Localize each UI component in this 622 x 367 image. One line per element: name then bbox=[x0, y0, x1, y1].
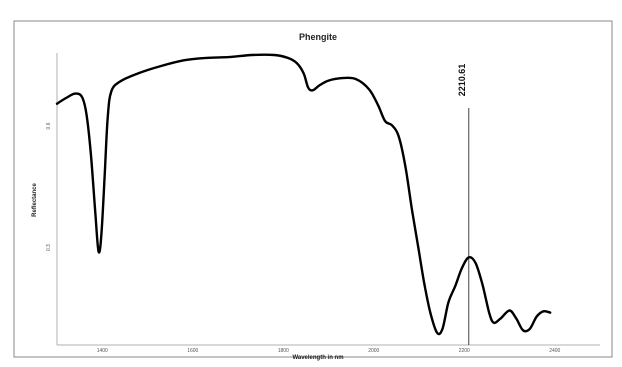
data-point bbox=[228, 56, 229, 57]
data-point bbox=[98, 251, 99, 252]
data-point bbox=[319, 85, 320, 86]
series-line bbox=[55, 53, 552, 336]
data-point bbox=[369, 89, 370, 90]
data-point bbox=[101, 235, 102, 236]
x-tick-label: 2000 bbox=[368, 348, 379, 354]
data-point bbox=[489, 312, 490, 313]
data-point bbox=[391, 125, 392, 126]
data-point bbox=[418, 251, 419, 252]
data-point bbox=[355, 78, 356, 79]
data-point bbox=[442, 328, 443, 329]
data-point bbox=[90, 154, 91, 155]
y-axis-label: Reflectance bbox=[32, 182, 38, 216]
x-tick-label: 1800 bbox=[278, 348, 289, 354]
data-point bbox=[251, 54, 252, 55]
data-point bbox=[405, 166, 406, 167]
data-point bbox=[475, 262, 476, 263]
data-point bbox=[509, 310, 510, 311]
x-tick-labels: 1400 1600 1800 2000 2200 2400 bbox=[97, 348, 561, 354]
data-point bbox=[308, 87, 309, 88]
data-point bbox=[95, 215, 96, 216]
data-point bbox=[455, 286, 456, 287]
x-tick-label: 2400 bbox=[549, 348, 560, 354]
data-point bbox=[500, 318, 501, 319]
data-point bbox=[468, 257, 469, 258]
data-point bbox=[75, 93, 76, 94]
y-tick-label: 0.6 bbox=[46, 122, 52, 129]
data-point bbox=[107, 117, 108, 118]
x-axis-label: Wavelength in nm bbox=[292, 355, 343, 361]
y-tick-label: 0.3 bbox=[46, 244, 52, 251]
data-point bbox=[86, 113, 87, 114]
data-point bbox=[550, 312, 551, 313]
data-point bbox=[461, 267, 462, 268]
data-point bbox=[493, 322, 494, 323]
data-point bbox=[120, 81, 121, 82]
x-tick-label: 2200 bbox=[459, 348, 470, 354]
data-point bbox=[274, 54, 275, 55]
data-point bbox=[448, 302, 449, 303]
data-point bbox=[412, 211, 413, 212]
data-point bbox=[328, 80, 329, 81]
data-point bbox=[206, 57, 207, 58]
data-point bbox=[516, 318, 517, 319]
data-point bbox=[65, 97, 66, 98]
data-point bbox=[398, 136, 399, 137]
x-tick-label: 1400 bbox=[97, 348, 108, 354]
figure-frame bbox=[13, 20, 613, 358]
data-point bbox=[424, 284, 425, 285]
chart-title: Phengite bbox=[299, 32, 337, 42]
marker-label: 2210.61 bbox=[457, 64, 467, 97]
data-point bbox=[341, 78, 342, 79]
series-layer bbox=[55, 53, 552, 336]
data-point bbox=[437, 332, 438, 333]
y-tick-labels: 0.6 0.3 bbox=[46, 122, 52, 251]
data-point bbox=[312, 90, 313, 91]
data-point bbox=[160, 65, 161, 66]
data-point bbox=[81, 96, 82, 97]
data-point bbox=[296, 63, 297, 64]
data-point bbox=[522, 330, 523, 331]
data-point bbox=[536, 316, 537, 317]
data-point bbox=[482, 284, 483, 285]
data-point bbox=[183, 60, 184, 61]
data-point bbox=[384, 121, 385, 122]
data-point bbox=[56, 103, 57, 104]
data-point bbox=[378, 105, 379, 106]
data-point bbox=[287, 57, 288, 58]
data-point bbox=[543, 311, 544, 312]
data-point bbox=[111, 91, 112, 92]
data-point bbox=[138, 73, 139, 74]
data-point bbox=[104, 178, 105, 179]
data-point bbox=[430, 312, 431, 313]
x-tick-label: 1600 bbox=[187, 348, 198, 354]
data-point bbox=[303, 73, 304, 74]
data-point bbox=[529, 328, 530, 329]
